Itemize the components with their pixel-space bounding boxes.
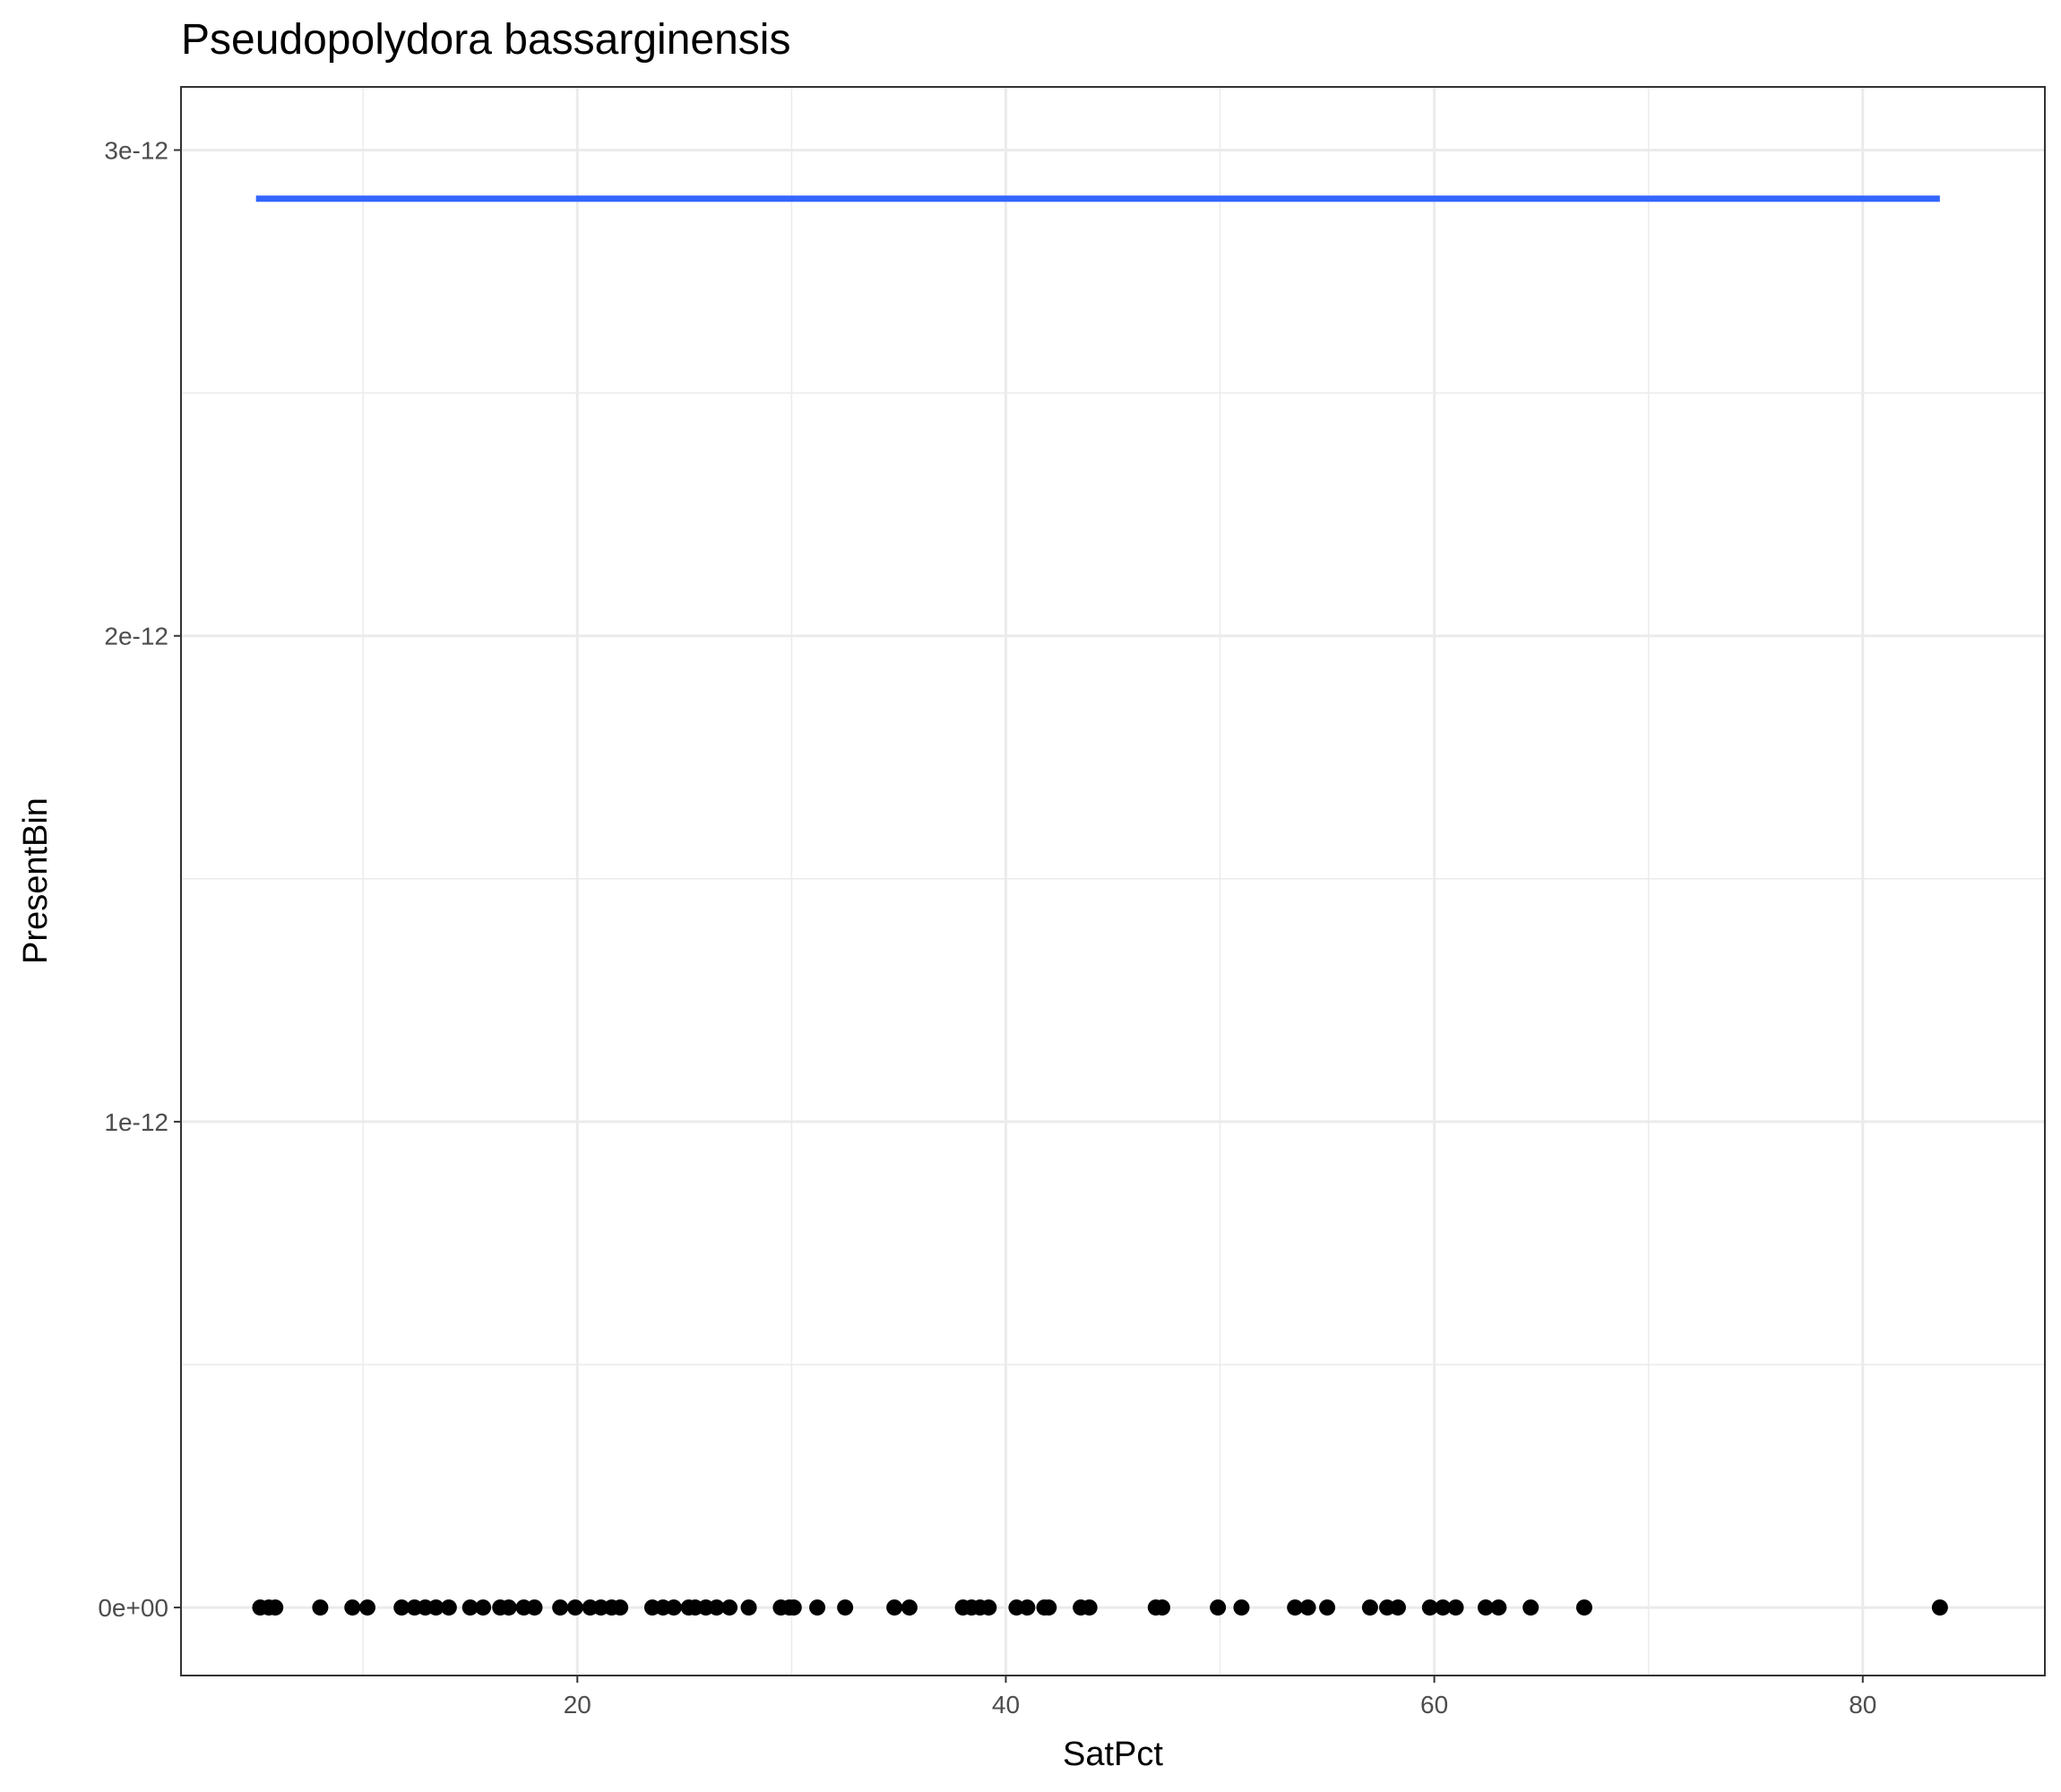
- data-point: [1299, 1599, 1316, 1616]
- data-point: [1319, 1599, 1336, 1616]
- data-point: [267, 1599, 284, 1616]
- data-point: [1153, 1599, 1170, 1616]
- data-point: [740, 1599, 757, 1616]
- data-point: [359, 1599, 375, 1616]
- data-point: [665, 1599, 682, 1616]
- data-point: [837, 1599, 854, 1616]
- data-point: [1447, 1599, 1464, 1616]
- data-point: [721, 1599, 738, 1616]
- x-tick-label: 80: [1849, 1691, 1876, 1719]
- x-tick-label: 60: [1420, 1691, 1448, 1719]
- panel-border: [180, 86, 2046, 1676]
- y-tick-label: 0e+00: [98, 1594, 168, 1622]
- data-point: [312, 1599, 329, 1616]
- data-point: [1361, 1599, 1378, 1616]
- data-point: [1421, 1599, 1438, 1616]
- data-point: [886, 1599, 903, 1616]
- y-tick-label: 3e-12: [104, 136, 168, 164]
- data-point: [475, 1599, 492, 1616]
- data-point: [1490, 1599, 1507, 1616]
- data-point: [1435, 1599, 1452, 1616]
- data-point: [393, 1599, 410, 1616]
- data-point: [427, 1599, 444, 1616]
- points-layer: [252, 1599, 1948, 1616]
- data-point: [1019, 1599, 1036, 1616]
- chart-title: Pseudopolydora bassarginensis: [181, 16, 790, 64]
- data-point: [708, 1599, 725, 1616]
- data-point: [500, 1599, 517, 1616]
- data-point: [1389, 1599, 1406, 1616]
- data-point: [785, 1599, 802, 1616]
- x-tick-label: 20: [564, 1691, 591, 1719]
- x-axis-title: SatPct: [1063, 1736, 1163, 1773]
- data-point: [1478, 1599, 1494, 1616]
- data-point: [1210, 1599, 1227, 1616]
- data-point: [461, 1599, 479, 1616]
- data-point: [440, 1599, 457, 1616]
- y-axis-title: PresentBin: [17, 797, 55, 964]
- data-point: [1287, 1599, 1304, 1616]
- data-point: [901, 1599, 918, 1616]
- x-axis: 20 40 60 80: [564, 1676, 1876, 1719]
- data-point: [566, 1599, 583, 1616]
- grid-minor: [181, 87, 2045, 1676]
- y-axis: 0e+00 1e-12 2e-12 3e-12: [98, 136, 181, 1622]
- grid-major: [181, 87, 2045, 1676]
- data-point: [1233, 1599, 1250, 1616]
- data-point: [526, 1599, 543, 1616]
- data-point: [552, 1599, 569, 1616]
- data-point: [1081, 1599, 1098, 1616]
- data-point: [980, 1599, 997, 1616]
- data-point: [1522, 1599, 1539, 1616]
- data-point: [809, 1599, 826, 1616]
- data-point: [1040, 1599, 1057, 1616]
- data-point: [1575, 1599, 1592, 1616]
- x-tick-label: 40: [992, 1691, 1020, 1719]
- data-point: [344, 1599, 361, 1616]
- data-point: [612, 1599, 629, 1616]
- y-tick-label: 1e-12: [104, 1108, 168, 1136]
- data-point: [1931, 1599, 1948, 1616]
- y-tick-label: 2e-12: [104, 623, 168, 650]
